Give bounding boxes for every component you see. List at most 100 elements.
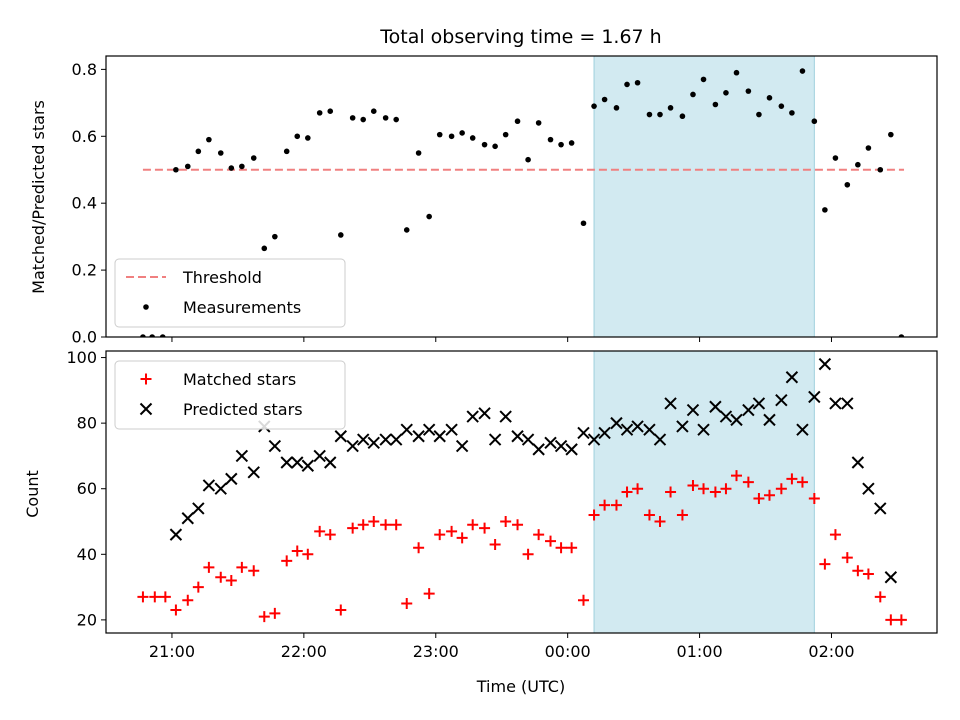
top-point-measurements-48 — [667, 105, 674, 111]
bottom-point-predicted-stars-17 — [357, 433, 370, 446]
bottom-point-matched-stars-23 — [390, 519, 402, 531]
legend-matched-stars-label: Matched stars — [183, 370, 296, 389]
bottom-point-predicted-stars-28 — [478, 407, 491, 420]
top-point-measurements-38 — [558, 141, 564, 148]
x-tick-label-0: 21:00 — [149, 642, 195, 661]
bottom-point-predicted-stars-41 — [620, 423, 634, 436]
bottom-point-predicted-stars-23 — [422, 423, 436, 436]
bottom-point-predicted-stars-25 — [445, 423, 458, 436]
bottom-point-matched-stars-35 — [522, 548, 534, 560]
top-point-measurements-34 — [514, 118, 521, 125]
top-y-axis-label: Matched/Predicted stars — [29, 100, 48, 294]
top-point-measurements-50 — [690, 91, 696, 98]
bottom-point-matched-stars-52 — [709, 486, 721, 498]
bottom-point-matched-stars-25 — [413, 542, 425, 554]
bottom-point-predicted-stars-39 — [598, 426, 611, 440]
bottom-point-matched-stars-18 — [335, 604, 347, 616]
bottom-point-matched-stars-31 — [479, 522, 491, 534]
bottom-point-predicted-stars-64 — [874, 502, 887, 515]
bottom-point-predicted-stars-58 — [808, 390, 821, 404]
bottom-panel-counts: 20 40 60 80 100 21:00 22:00 23:00 00:00 01:00 02:0… — [66, 348, 938, 661]
top-point-measurements-55 — [745, 88, 752, 94]
bottom-point-predicted-stars-34 — [544, 436, 557, 450]
top-point-measurements-68 — [888, 131, 894, 138]
bottom-point-predicted-stars-20 — [389, 433, 403, 446]
bottom-point-matched-stars-43 — [610, 499, 622, 511]
bottom-point-matched-stars-41 — [588, 509, 600, 521]
top-point-measurements-13 — [283, 148, 290, 155]
top-point-measurements-26 — [426, 213, 432, 220]
top-point-measurements-27 — [436, 131, 443, 138]
bottom-point-matched-stars-66 — [862, 568, 874, 580]
bottom-point-matched-stars-22 — [380, 519, 392, 531]
bottom-point-matched-stars-11 — [258, 611, 270, 623]
bottom-point-matched-stars-51 — [698, 483, 710, 495]
bottom-point-predicted-stars-62 — [851, 456, 865, 469]
bottom-point-matched-stars-14 — [291, 545, 303, 557]
bottom-point-matched-stars-38 — [555, 542, 567, 554]
bottom-point-predicted-stars-49 — [709, 400, 722, 413]
bottom-point-predicted-stars-29 — [488, 433, 502, 446]
top-point-measurements-25 — [415, 150, 422, 156]
top-point-measurements-49 — [679, 113, 686, 120]
bottom-point-predicted-stars-60 — [829, 397, 842, 410]
bottom-point-matched-stars-17 — [324, 529, 336, 541]
bottom-point-predicted-stars-63 — [862, 482, 875, 495]
top-point-measurements-17 — [327, 108, 334, 114]
top-point-measurements-65 — [855, 161, 861, 168]
bottom-series-matched-stars — [137, 470, 907, 626]
bottom-point-matched-stars-42 — [599, 499, 611, 511]
bottom-point-matched-stars-55 — [742, 476, 754, 488]
bottom-point-predicted-stars-2 — [192, 502, 205, 515]
bottom-point-predicted-stars-38 — [587, 433, 601, 446]
top-series-measurements — [140, 68, 905, 337]
bottom-point-predicted-stars-9 — [268, 439, 282, 453]
bottom-point-matched-stars-58 — [775, 483, 787, 495]
bottom-point-matched-stars-67 — [874, 591, 886, 603]
x-tick-label-3: 00:00 — [545, 642, 591, 661]
x-tick-label-2: 23:00 — [413, 642, 459, 661]
bottom-y-tick-label-0: 20 — [77, 610, 97, 629]
bottom-point-predicted-stars-54 — [763, 413, 776, 427]
bottom-point-predicted-stars-40 — [610, 416, 623, 430]
bottom-point-matched-stars-34 — [512, 519, 524, 531]
bottom-point-predicted-stars-33 — [532, 443, 545, 456]
bottom-point-predicted-stars-16 — [346, 439, 359, 453]
bottom-y-tick-label-2: 60 — [77, 479, 97, 498]
top-point-measurements-31 — [481, 141, 488, 148]
top-y-tick-label-2: 0.4 — [72, 194, 97, 213]
top-point-measurements-61 — [811, 118, 818, 125]
bottom-point-matched-stars-37 — [545, 535, 557, 547]
top-plot-area — [140, 68, 905, 337]
top-point-measurements-40 — [580, 220, 587, 227]
bottom-point-matched-stars-57 — [763, 489, 775, 501]
bottom-legend-box — [114, 360, 346, 430]
top-legend: Threshold Measurements — [114, 258, 346, 328]
top-point-measurements-51 — [700, 76, 707, 83]
bottom-point-matched-stars-33 — [500, 516, 512, 528]
bottom-point-matched-stars-63 — [829, 529, 841, 541]
bottom-point-matched-stars-36 — [533, 529, 545, 541]
bottom-point-predicted-stars-59 — [818, 357, 832, 371]
x-tick-label-4: 01:00 — [677, 642, 723, 661]
bottom-point-matched-stars-1 — [149, 591, 161, 603]
bottom-point-predicted-stars-56 — [785, 371, 799, 384]
top-y-tick-label-3: 0.6 — [72, 127, 97, 146]
bottom-point-matched-stars-49 — [676, 509, 688, 521]
top-point-measurements-43 — [613, 105, 620, 111]
bottom-series-predicted-stars — [169, 357, 898, 584]
top-point-measurements-41 — [591, 103, 597, 109]
top-y-tick-label-1: 0.2 — [72, 261, 97, 280]
top-point-measurements-4 — [184, 163, 191, 170]
bottom-point-predicted-stars-31 — [511, 430, 524, 443]
legend-matched-stars-swatch — [140, 373, 152, 385]
top-point-measurements-60 — [799, 68, 806, 74]
bottom-point-matched-stars-12 — [269, 607, 281, 619]
legend-measurements-swatch — [143, 304, 149, 310]
bottom-point-matched-stars-32 — [489, 538, 501, 550]
bottom-point-matched-stars-8 — [225, 575, 237, 587]
top-point-measurements-45 — [634, 79, 641, 86]
top-point-measurements-67 — [877, 166, 884, 173]
top-point-measurements-37 — [547, 136, 554, 143]
